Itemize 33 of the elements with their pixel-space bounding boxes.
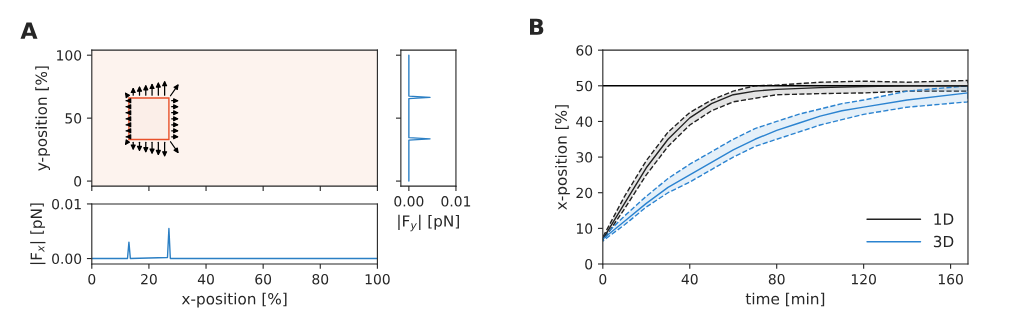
y-tick-label: 0	[585, 258, 593, 270]
y-axis-title: x-position [%]	[555, 105, 570, 210]
legend-label: 3D	[933, 235, 954, 248]
x-tick-label: 120	[851, 273, 876, 285]
y-tick-label: 100	[57, 50, 82, 61]
y-axis-title: y-position [%]	[35, 66, 51, 171]
x-tick-label: 160	[938, 273, 963, 285]
x-tick-label: 80	[312, 273, 329, 285]
x-tick-label: 40	[681, 273, 698, 285]
y-tick-label: 60	[576, 45, 593, 56]
x-tick-label: 80	[768, 273, 785, 285]
y-tick-label: 0.00	[52, 253, 82, 265]
legend-label: 1D	[934, 213, 954, 225]
x-axis-title: time [min]	[745, 292, 825, 307]
x-tick-label: 20	[141, 273, 157, 285]
x-tick-label: 100	[365, 273, 390, 285]
x-tick-label: 60	[255, 273, 272, 285]
x-axis-title: x-position [%]	[181, 292, 287, 308]
y-tick-label: 50	[576, 80, 593, 92]
line-series	[91, 227, 378, 260]
y-tick-label: 10	[576, 223, 593, 234]
y-axis-title: |F$_{x}$| [pN]	[30, 203, 46, 265]
x-axis-title: |F$_{y}$| [pN]	[398, 214, 459, 232]
x-tick-label: 0	[88, 273, 96, 285]
y-tick-label: 50	[65, 113, 82, 124]
y-tick-label: 0	[74, 176, 82, 187]
y-tick-label: 30	[576, 152, 593, 163]
x-tick-label: 0	[599, 273, 607, 285]
chart-title: A	[20, 22, 38, 39]
y-tick-label: 40	[576, 116, 593, 127]
x-tick-label: 40	[197, 273, 214, 285]
y-tick-label: 20	[576, 187, 593, 199]
chart-title: B	[530, 18, 544, 35]
